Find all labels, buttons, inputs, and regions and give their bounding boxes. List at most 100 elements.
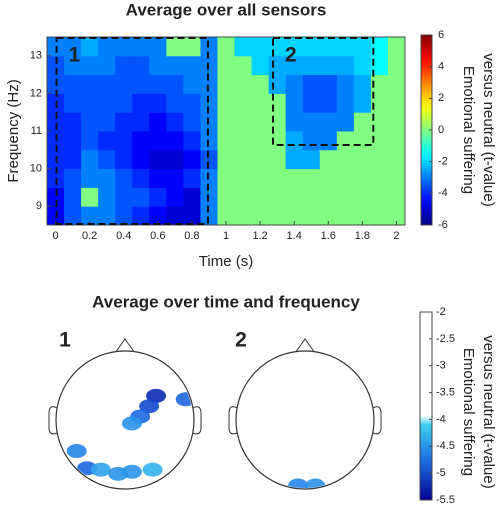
heatmap-cell xyxy=(387,37,406,57)
heatmap-cell xyxy=(370,74,389,94)
heatmap-cell xyxy=(115,93,133,113)
heatmap-cell xyxy=(98,55,116,76)
blob xyxy=(142,462,163,477)
heatmap-cell xyxy=(115,112,133,132)
heatmap-cell xyxy=(336,131,355,151)
heatmap-cell xyxy=(217,168,236,188)
heatmap-cell xyxy=(302,168,321,188)
heatmap-cell xyxy=(336,149,355,170)
heatmap-cell xyxy=(183,149,201,170)
x-tick-label: 1.2 xyxy=(252,230,267,242)
heatmap-cell xyxy=(47,55,65,76)
heatmap-cell xyxy=(387,168,406,188)
heatmap-cell xyxy=(200,206,218,226)
heatmap-cell xyxy=(387,74,406,94)
heatmap-cell xyxy=(149,55,167,76)
panel-label: 1 xyxy=(59,329,71,352)
heatmap-cell xyxy=(132,131,150,151)
heatmap-cell xyxy=(47,112,65,132)
heatmap-cell xyxy=(81,74,99,94)
heatmap-cell xyxy=(200,168,218,188)
heatmap-cell xyxy=(251,206,270,226)
x-axis-label: Time (s) xyxy=(199,253,253,270)
heatmap-cell xyxy=(81,55,99,76)
heatmap-cell xyxy=(336,93,355,113)
heatmap-cell xyxy=(64,112,82,132)
heatmap-cell xyxy=(353,168,372,188)
colorbar-label: versus neutral (t-value) xyxy=(480,335,497,488)
colorbar-tick-label: -2 xyxy=(436,306,446,318)
y-tick-label: 10 xyxy=(30,163,42,175)
colorbar-tick-label: 6 xyxy=(438,29,444,41)
heatmap-cell xyxy=(132,112,150,132)
heatmap-cell xyxy=(166,55,184,76)
heatmap-cell xyxy=(353,112,372,132)
heatmap-cell xyxy=(217,187,236,207)
heatmap-cell xyxy=(149,168,167,188)
heatmap-cell xyxy=(115,149,133,170)
heatmap-cell xyxy=(132,187,150,207)
heatmap-cell xyxy=(115,74,133,94)
heatmap-cell xyxy=(268,149,287,170)
heatmap-cell xyxy=(319,149,338,170)
heatmap-cell xyxy=(132,206,150,226)
heatmap-cell xyxy=(98,206,116,226)
heatmap-cell xyxy=(268,168,287,188)
heatmap-cell xyxy=(251,149,270,170)
heatmap-cell xyxy=(47,187,65,207)
heatmap-cell xyxy=(370,37,389,57)
heatmap-cell xyxy=(251,55,270,76)
colorbar-label: Emotional suffering xyxy=(460,66,477,194)
heatmap-cell xyxy=(285,112,304,132)
heatmap-cell xyxy=(64,149,82,170)
heatmap-cell xyxy=(200,55,218,76)
heatmap-cell xyxy=(302,112,321,132)
heatmap-cell xyxy=(115,131,133,151)
heatmap-cell xyxy=(98,112,116,132)
heatmap-cell xyxy=(200,74,218,94)
heatmap-cell xyxy=(115,55,133,76)
nose xyxy=(294,338,316,354)
x-tick-label: 1.4 xyxy=(287,230,302,242)
heatmap-cell xyxy=(132,93,150,113)
x-tick-label: 0.2 xyxy=(82,230,97,242)
heatmap-cell xyxy=(183,131,201,151)
heatmap-cell xyxy=(353,187,372,207)
heatmap-cell xyxy=(115,206,133,226)
heatmap-cell xyxy=(98,93,116,113)
y-tick-label: 9 xyxy=(36,200,42,212)
heatmap-cell xyxy=(183,74,201,94)
colorbar-tick-label: -6 xyxy=(438,219,448,231)
heatmap-cell xyxy=(251,74,270,94)
heatmap-cell xyxy=(302,55,321,76)
blob xyxy=(288,478,309,488)
heatmap-cell xyxy=(353,206,372,226)
heatmap-cell xyxy=(285,187,304,207)
heatmap-cell xyxy=(353,131,372,151)
heatmap-cell xyxy=(268,187,287,207)
heatmap-cell xyxy=(200,149,218,170)
heatmap-cell xyxy=(251,187,270,207)
heatmap-cell xyxy=(285,74,304,94)
ear xyxy=(48,406,58,435)
heatmap-cell xyxy=(387,93,406,113)
colorbar-tick-label: 4 xyxy=(438,61,444,73)
heatmap-cell xyxy=(234,112,253,132)
heatmap-cell xyxy=(132,149,150,170)
colorbar xyxy=(419,311,433,501)
heatmap-cell xyxy=(336,168,355,188)
heatmap-cell xyxy=(98,37,116,57)
heatmap-cell xyxy=(302,206,321,226)
heatmap-cell xyxy=(149,93,167,113)
colorbar-tick-label: -4 xyxy=(438,187,448,199)
heatmap-cell xyxy=(387,187,406,207)
heatmap-cell xyxy=(166,149,184,170)
heatmap-cell xyxy=(251,112,270,132)
heatmap-cell xyxy=(200,93,218,113)
heatmap-cell xyxy=(81,149,99,170)
heatmap-cell xyxy=(217,206,236,226)
heatmap-cell xyxy=(319,112,338,132)
blob xyxy=(66,444,87,459)
colorbar-tick-label: 0 xyxy=(438,124,444,136)
blob xyxy=(121,416,142,431)
